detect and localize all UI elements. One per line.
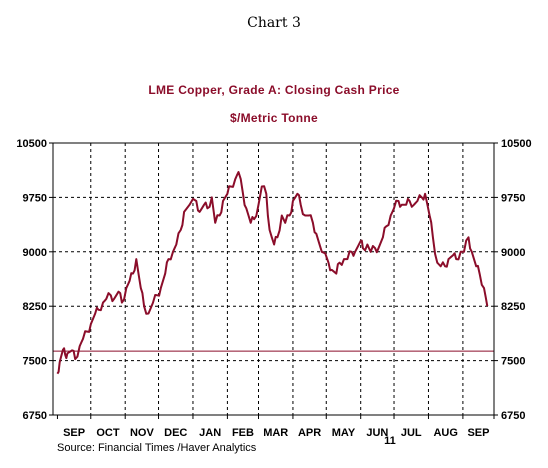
y-tick-label-right: 9000 <box>501 247 525 259</box>
y-tick-label-right: 7500 <box>501 356 525 368</box>
y-tick-label-right: 6750 <box>501 410 525 422</box>
x-tick-label: DEC <box>164 427 187 439</box>
chart-subtitle: $/Metric Tonne <box>230 111 318 125</box>
x-tick-label: OCT <box>96 427 120 439</box>
plot-frame <box>52 142 495 416</box>
y-tick-label-right: 10500 <box>501 138 532 150</box>
grid-layer <box>53 143 494 415</box>
x-tick-label: AUG <box>433 427 457 439</box>
x-tick-label: JAN <box>199 427 221 439</box>
y-axis-right: 10500 9750 9000 8250 7500 6750 <box>494 138 532 422</box>
y-tick-label-left: 9750 <box>23 192 47 204</box>
x-tick-label: JUN <box>366 427 388 439</box>
x-tick-label: MAR <box>263 427 288 439</box>
chart-title: LME Copper, Grade A: Closing Cash Price <box>148 83 399 97</box>
chart-caption: Chart 3 <box>247 15 301 31</box>
y-tick-label-left: 8250 <box>23 301 47 313</box>
x-axis: SEP OCT NOV DEC JAN FEB MAR APR MAY JUN JUL AUG SEP <box>56 415 495 439</box>
x-year-label: 11 <box>384 435 396 447</box>
x-tick-label: NOV <box>130 427 155 439</box>
x-tick-label: JUL <box>401 427 422 439</box>
y-tick-label-left: 9000 <box>23 247 47 259</box>
source-note: Source: Financial Times /Haver Analytics <box>57 442 257 454</box>
y-tick-label-left: 7500 <box>23 356 47 368</box>
y-tick-label-right: 9750 <box>501 192 525 204</box>
x-tick-label: MAY <box>332 427 356 439</box>
x-tick-label: APR <box>298 427 321 439</box>
y-tick-label-left: 10500 <box>16 138 47 150</box>
copper-price-line <box>56 171 489 375</box>
x-tick-label: SEP <box>467 427 489 439</box>
y-axis-left: 10500 9750 9000 8250 7500 6750 <box>16 138 53 422</box>
y-tick-label-right: 8250 <box>501 301 525 313</box>
series-layer <box>56 171 489 375</box>
y-tick-label-left: 6750 <box>23 410 47 422</box>
x-tick-label: FEB <box>232 427 254 439</box>
x-tick-label: SEP <box>63 427 85 439</box>
